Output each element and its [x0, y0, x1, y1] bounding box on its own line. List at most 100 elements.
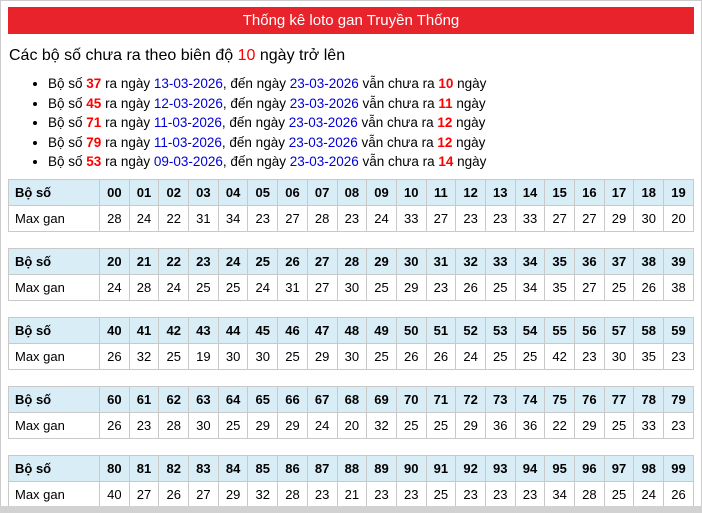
boso-cell: 47 [306, 316, 338, 344]
gan-item-text: , đến ngày [222, 95, 290, 111]
maxgan-cell: 26 [395, 342, 427, 370]
maxgan-cell: 34 [544, 480, 575, 508]
gan-tables-area: Bộ số 00 01 02 03 04 05 06 07 08 09 10 11 12 13 14 15 16 1… [8, 178, 694, 508]
boso-cell: 83 [188, 454, 219, 482]
maxgan-cell: 26 [663, 480, 694, 508]
boso-cell: 46 [277, 316, 308, 344]
boso-cell: 22 [158, 247, 190, 275]
boso-cell: 84 [217, 454, 249, 482]
boso-cell: 33 [484, 247, 516, 275]
gan-item-prefix: Bộ số [48, 95, 87, 111]
boso-cell: 19 [663, 178, 694, 206]
maxgan-cell: 20 [336, 411, 368, 439]
gan-item-number: 37 [86, 76, 102, 91]
maxgan-cell: 40 [99, 480, 130, 508]
maxgan-cell: 25 [188, 273, 219, 301]
gan-item-number: 53 [86, 154, 102, 169]
boso-cell: 10 [395, 178, 427, 206]
maxgan-cell: 26 [425, 342, 457, 370]
boso-cell: 41 [128, 316, 160, 344]
boso-cell: 15 [544, 178, 575, 206]
gan-item-suffix: ngày [453, 76, 487, 91]
boso-cell: 97 [603, 454, 635, 482]
maxgan-cell: 29 [603, 204, 635, 232]
boso-cell: 60 [99, 385, 130, 413]
maxgan-cell: 24 [366, 204, 397, 232]
boso-cell: 52 [455, 316, 486, 344]
gan-item-days: 14 [438, 154, 454, 169]
gan-item-prefix: Bộ số [48, 154, 87, 169]
boso-cell: 98 [633, 454, 665, 482]
gan-list-item: Bộ số 45 ra ngày 12-03-2026, đến ngày 23… [48, 94, 694, 114]
gan-item-prefix: Bộ số [48, 115, 87, 130]
gan-item-number: 71 [86, 115, 102, 130]
gan-item-date-from: 11-03-2026 [153, 115, 222, 130]
gan-item-text: ra ngày [101, 134, 154, 150]
maxgan-cell: 20 [663, 204, 694, 232]
gan-table: Bộ số 40 41 42 43 44 45 46 47 48 49 50 51 52 53 54 55 56 5… [8, 316, 694, 370]
boso-cell: 27 [306, 247, 338, 275]
boso-cell: 87 [306, 454, 338, 482]
gan-list-item: Bộ số 37 ra ngày 13-03-2026, đến ngày 23… [48, 74, 694, 94]
boso-cell: 45 [247, 316, 279, 344]
boso-cell: 65 [247, 385, 279, 413]
boso-cell: 26 [277, 247, 308, 275]
maxgan-cell: 35 [633, 342, 665, 370]
boso-row-label: Bộ số [8, 316, 100, 344]
maxgan-cell: 28 [158, 411, 190, 439]
gan-item-text: vẫn chưa ra [357, 115, 438, 130]
maxgan-cell: 24 [128, 204, 160, 232]
maxgan-cell: 29 [277, 411, 308, 439]
maxgan-cell: 27 [128, 480, 160, 508]
maxgan-cell: 23 [663, 342, 694, 370]
page-title-bar: Thống kê loto gan Truyền Thống [8, 7, 694, 34]
maxgan-cell: 23 [306, 480, 338, 508]
maxgan-cell: 28 [99, 204, 130, 232]
boso-cell: 63 [188, 385, 219, 413]
maxgan-cell: 26 [633, 273, 665, 301]
boso-cell: 79 [663, 385, 694, 413]
gan-item-number: 79 [86, 134, 102, 150]
boso-cell: 12 [455, 178, 486, 206]
gan-item-days: 12 [437, 115, 453, 130]
boso-row-label: Bộ số [8, 247, 100, 275]
maxgan-cell: 24 [99, 273, 130, 301]
gan-table: Bộ số 00 01 02 03 04 05 06 07 08 09 10 11 12 13 14 15 16 1… [8, 178, 694, 232]
maxgan-cell: 28 [128, 273, 160, 301]
boso-cell: 43 [188, 316, 219, 344]
gan-item-text: , đến ngày [222, 76, 290, 91]
boso-cell: 25 [247, 247, 279, 275]
maxgan-cell: 23 [128, 411, 160, 439]
boso-row: Bộ số 80 81 82 83 84 85 86 87 88 89 90 91 92 93 94 95 96 9… [8, 454, 694, 482]
gan-item-days: 11 [438, 95, 453, 111]
boso-cell: 71 [425, 385, 457, 413]
maxgan-cell: 25 [217, 411, 249, 439]
boso-cell: 44 [217, 316, 249, 344]
gan-item-text: ra ngày [101, 115, 154, 130]
boso-cell: 81 [128, 454, 160, 482]
maxgan-cell: 26 [455, 273, 486, 301]
boso-row-label: Bộ số [8, 178, 100, 206]
boso-cell: 30 [395, 247, 427, 275]
boso-cell: 74 [514, 385, 546, 413]
boso-cell: 77 [603, 385, 635, 413]
gan-item-date-to: 23-03-2026 [289, 95, 359, 111]
gan-item-date-to: 23-03-2026 [288, 134, 358, 150]
boso-cell: 32 [455, 247, 486, 275]
maxgan-cell: 24 [158, 273, 190, 301]
maxgan-row: Max gan 28 24 22 31 34 23 27 28 23 24 33 27 23 23 33 27 2… [8, 204, 694, 232]
boso-cell: 57 [603, 316, 635, 344]
gan-item-text: vẫn chưa ra [358, 154, 439, 169]
maxgan-cell: 23 [247, 204, 279, 232]
boso-cell: 67 [306, 385, 338, 413]
maxgan-cell: 24 [633, 480, 665, 508]
maxgan-cell: 22 [544, 411, 575, 439]
boso-cell: 66 [277, 385, 308, 413]
boso-cell: 59 [663, 316, 694, 344]
maxgan-cell: 36 [514, 411, 546, 439]
maxgan-cell: 23 [514, 480, 546, 508]
boso-cell: 29 [366, 247, 397, 275]
maxgan-cell: 33 [633, 411, 665, 439]
boso-row-label: Bộ số [8, 454, 100, 482]
